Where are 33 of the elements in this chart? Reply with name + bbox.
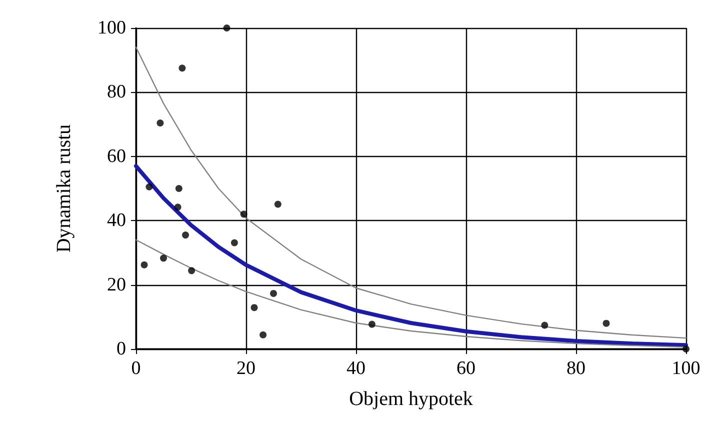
point: [274, 200, 282, 208]
point: [223, 24, 230, 32]
y-tick-label: 20: [107, 274, 126, 296]
x-axis-title: Objem hypotek: [349, 388, 473, 410]
point: [250, 304, 258, 312]
point: [230, 239, 238, 246]
y-tick-label: 80: [107, 82, 126, 103]
point: [602, 320, 610, 327]
y-tick-label: 0: [116, 338, 126, 360]
point: [182, 232, 189, 239]
point: [240, 210, 248, 218]
x-tick-label: 20: [236, 358, 256, 379]
point: [174, 204, 182, 211]
point: [270, 290, 277, 297]
y-tick-label: 60: [107, 146, 126, 167]
y-tick-label: 100: [98, 18, 126, 38]
x-tick-label: 40: [346, 358, 366, 379]
point: [541, 322, 548, 329]
x-tick-label: 60: [456, 358, 476, 379]
point: [368, 320, 376, 328]
point: [146, 183, 153, 190]
point: [160, 254, 167, 262]
x-tick-label: 80: [566, 358, 586, 379]
point: [175, 185, 182, 192]
point: [178, 64, 186, 72]
x-tick-label: 0: [131, 358, 141, 379]
point: [260, 331, 267, 338]
point: [188, 267, 196, 274]
y-axis-title: Dynamika rustu: [53, 124, 75, 253]
y-tick-label: 40: [107, 210, 126, 232]
point: [140, 261, 148, 268]
x-tick-label: 100: [672, 358, 700, 379]
point: [156, 120, 164, 127]
